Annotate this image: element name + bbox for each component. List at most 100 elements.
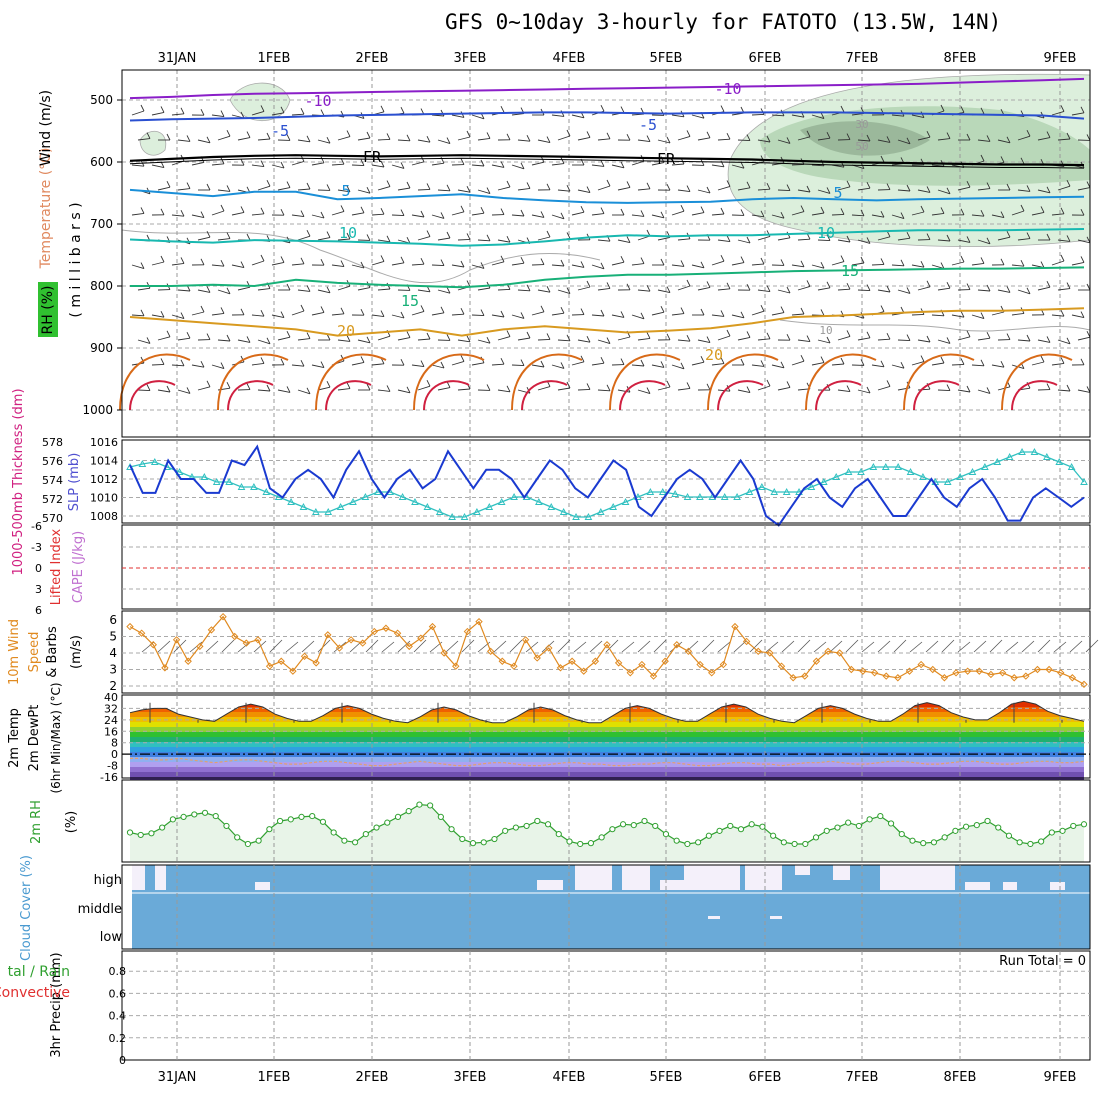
wind10-marker [1022, 672, 1030, 680]
wind10-barb [877, 640, 891, 653]
wind10-marker [707, 669, 716, 677]
wind-barb [1037, 189, 1051, 194]
rh-marker [995, 824, 1002, 831]
wind-barb [380, 160, 385, 168]
wind-barb [1051, 110, 1065, 116]
wind-barb [857, 289, 871, 292]
slp-tick-label: 1010 [90, 492, 118, 505]
temp-tick-label: 40 [104, 691, 118, 704]
wind-barb [451, 114, 465, 118]
wind-barb [791, 313, 805, 316]
wind-barb [1000, 258, 1005, 266]
wind-barb [1006, 230, 1011, 238]
cloud-frame [121, 864, 1091, 950]
wind-barb [566, 334, 571, 342]
wind-barb [166, 180, 171, 188]
wind-barb [826, 234, 831, 241]
wind-barb [646, 332, 651, 339]
thickness-marker [1067, 462, 1076, 470]
thickness-marker [807, 482, 816, 490]
thickness-marker [1030, 447, 1039, 455]
wind10-marker [1068, 674, 1077, 682]
wind-barb [797, 136, 811, 141]
wind-barb [591, 314, 605, 317]
wind-barb [560, 306, 565, 314]
wind-barb [640, 210, 645, 217]
wind10-marker [440, 649, 448, 657]
wind-barb [211, 163, 225, 166]
ylabel-rh2m: 2m RH [29, 800, 44, 844]
wind-barb [657, 386, 671, 391]
wind-barb [757, 188, 771, 191]
wind-barb [857, 139, 871, 142]
wind-barb [726, 180, 731, 187]
wind-barb [160, 310, 165, 318]
rh-marker [705, 832, 712, 839]
rh-marker [223, 822, 230, 830]
rh-marker [469, 840, 477, 847]
wind-barb [1046, 186, 1051, 194]
wind-barb [580, 308, 585, 315]
pressure-tick-label: 700 [90, 217, 113, 231]
wind-barb [666, 183, 671, 191]
wind10-marker [1010, 674, 1018, 682]
wind10-barb [621, 641, 635, 653]
thickness-marker [770, 487, 779, 495]
thickness-marker [225, 477, 233, 485]
wind-barb [311, 311, 325, 316]
wind-barb [400, 162, 405, 169]
wind10-marker [591, 657, 600, 665]
wind10-barb [1053, 641, 1067, 653]
wind-barb [237, 286, 251, 291]
wind-barb [877, 139, 891, 143]
wind-barb [777, 289, 791, 294]
wind-barb [386, 133, 391, 140]
wind-barb [831, 261, 845, 266]
wind-barb [777, 386, 791, 391]
temp-band [130, 701, 1084, 703]
wind-barb [211, 264, 225, 267]
wind-barb [746, 181, 751, 189]
wind-barb [617, 389, 631, 393]
wind-barb [1040, 261, 1045, 268]
wind10-marker [556, 664, 565, 672]
wind10-marker [1045, 665, 1053, 674]
rh-marker [191, 811, 198, 818]
wind-barb [660, 305, 665, 313]
wind-barb [217, 189, 231, 192]
wind-barb [691, 114, 705, 119]
wind-barb [460, 158, 465, 165]
wind10-marker [196, 642, 204, 651]
rh-marker [652, 822, 659, 830]
wind-barb [960, 255, 965, 263]
wind-barb [780, 361, 785, 369]
wind-barb [431, 162, 445, 166]
wind-barb [831, 363, 845, 366]
wind-barb [1077, 389, 1091, 393]
temp-contour-30 [815, 380, 862, 411]
wind-barb [511, 314, 525, 319]
wind-barb [720, 357, 725, 364]
wind-barb [760, 257, 765, 265]
wind-barb [260, 357, 265, 364]
rh-marker [759, 823, 766, 830]
wind-barb [420, 210, 425, 218]
rh-marker [341, 837, 348, 844]
wind-barb [246, 131, 251, 138]
wind-barb [377, 239, 391, 243]
wind-barb [557, 387, 571, 391]
wind-barb [937, 138, 951, 141]
wind10-barb [1069, 640, 1083, 653]
wind-barb [677, 339, 691, 342]
wind-barb [211, 114, 225, 118]
wind10-barb [957, 641, 971, 653]
thickness-marker [646, 487, 655, 495]
wind-barb [277, 336, 291, 341]
rh-marker [641, 817, 648, 825]
wind-barb [651, 214, 665, 219]
wind-barb [677, 189, 691, 193]
temp-tick-label: 0 [111, 748, 118, 761]
wind-barb [571, 114, 585, 119]
wind-barb [726, 132, 731, 140]
